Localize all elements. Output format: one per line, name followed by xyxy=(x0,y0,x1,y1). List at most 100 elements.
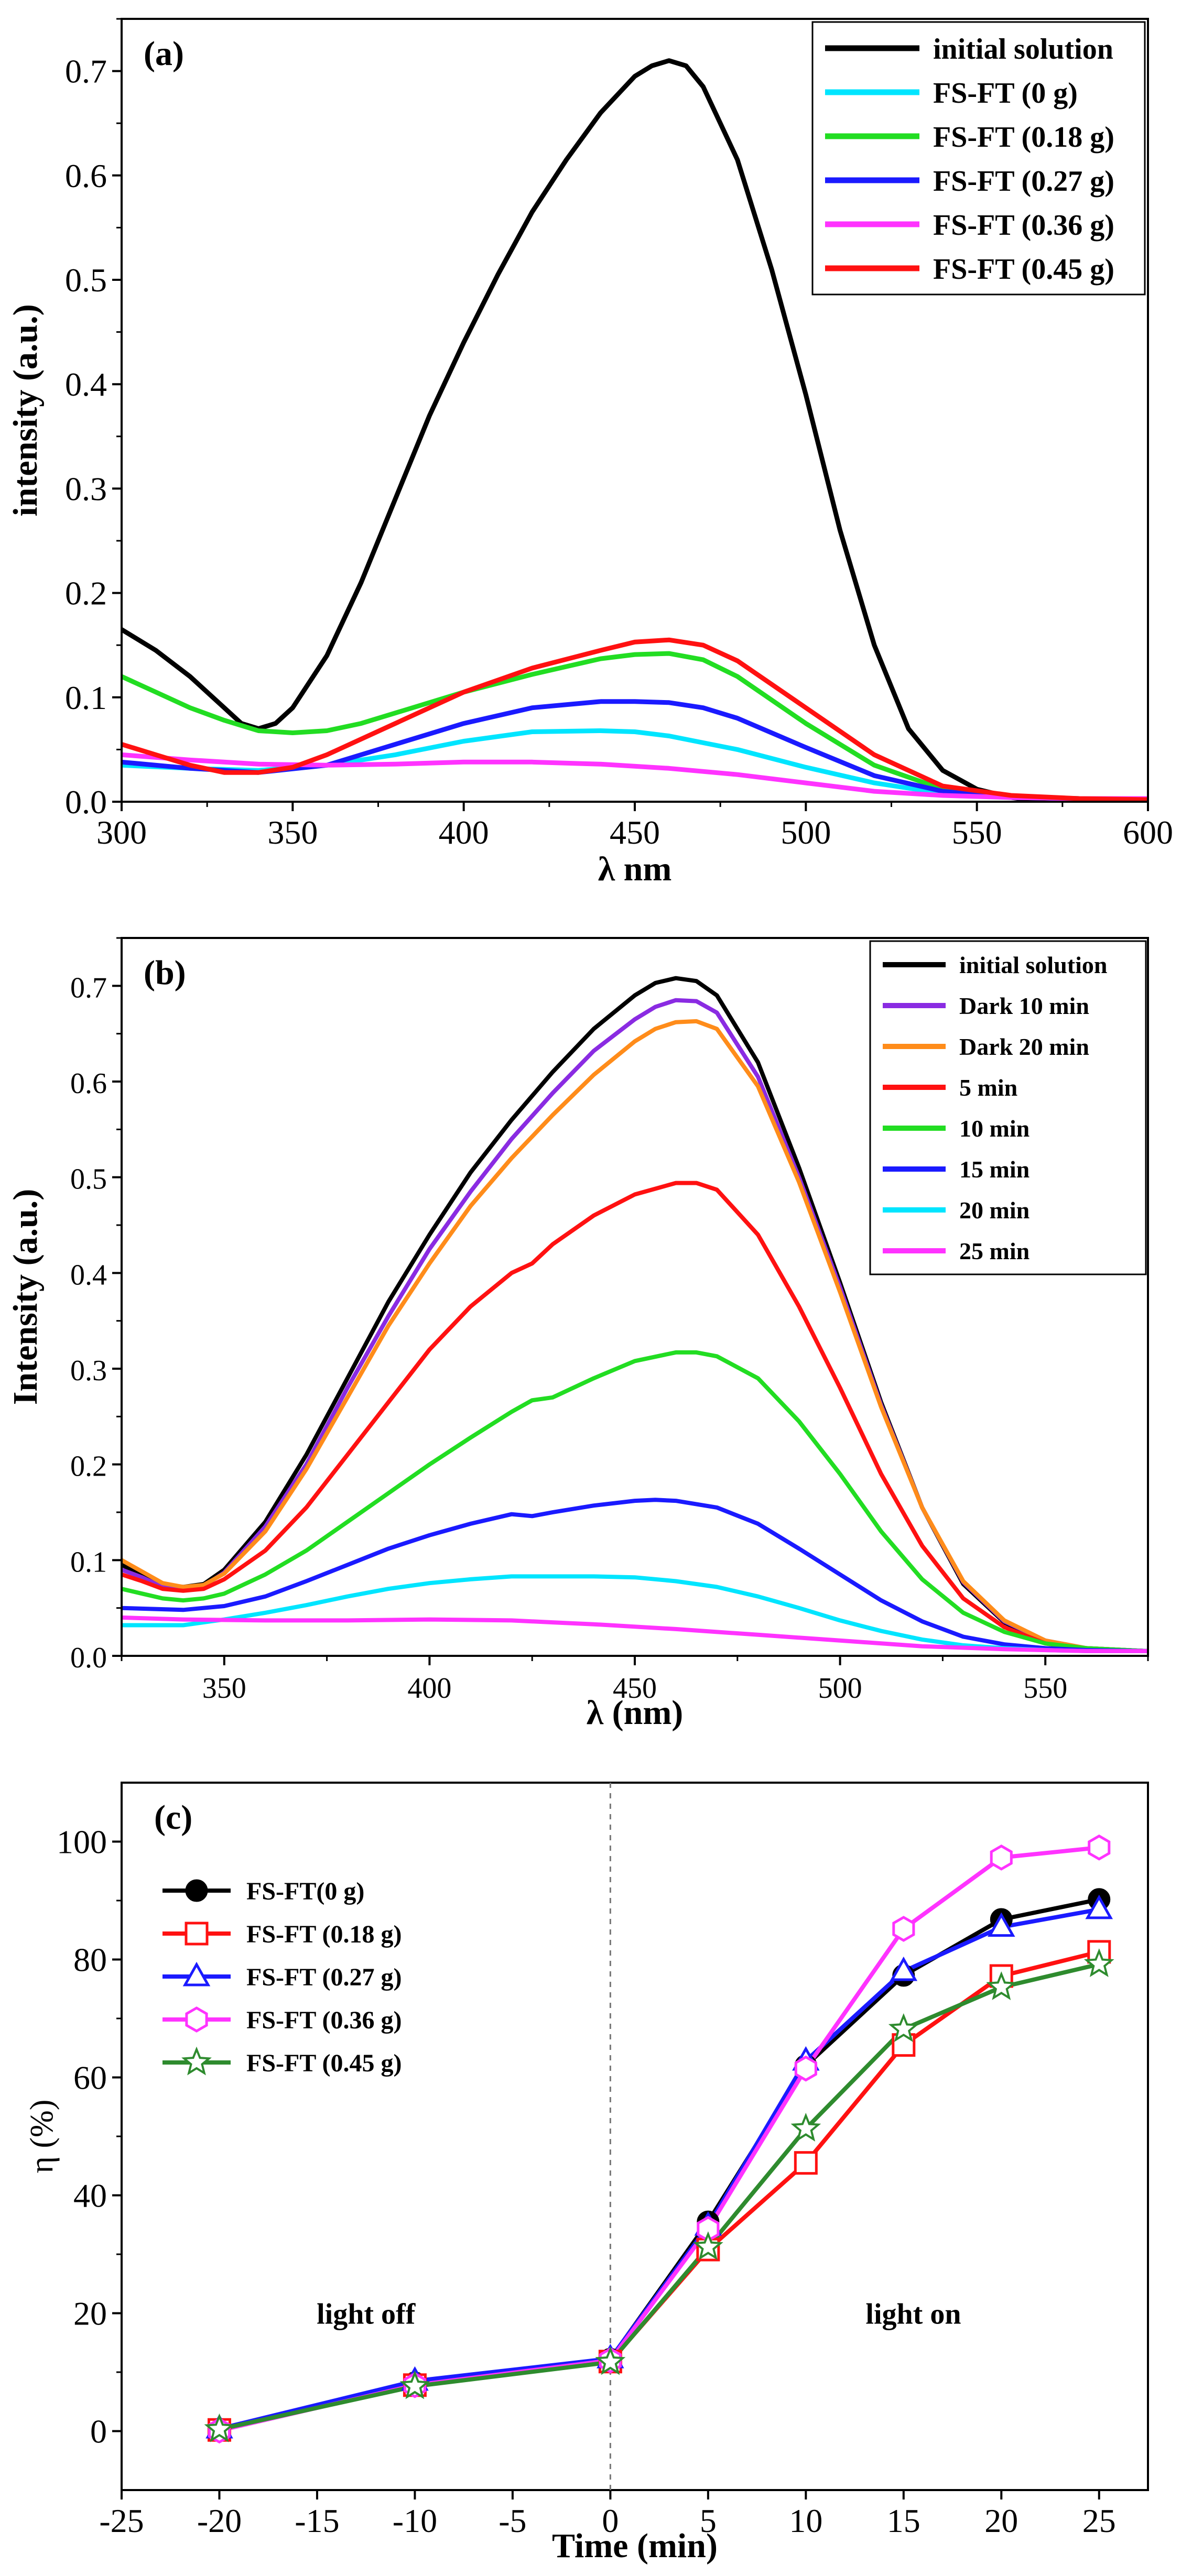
series-group xyxy=(122,58,1148,802)
data-point-s5-8 xyxy=(1083,1948,1114,1978)
y-tick-label: 40 xyxy=(73,2177,107,2214)
y-tick-label: 80 xyxy=(73,1941,107,1979)
y-tick-label: 0.0 xyxy=(70,1642,107,1674)
legend-marker-4 xyxy=(185,2006,208,2033)
legend-label-6: FS-FT (0.45 g) xyxy=(933,253,1114,286)
data-point-s5-3 xyxy=(595,2346,626,2375)
y-tick-label: 0.6 xyxy=(70,1067,107,1100)
y-tick-label: 100 xyxy=(57,1824,107,1861)
legend-label-3: FS-FT (0.18 g) xyxy=(933,121,1114,154)
legend-label-6: 15 min xyxy=(959,1156,1030,1183)
y-axis-title: Intensity (a.u.) xyxy=(6,1189,45,1405)
series-line-6 xyxy=(122,1498,1148,1653)
y-axis-title: intensity (a.u.) xyxy=(6,304,45,516)
legend-label-4: 5 min xyxy=(959,1074,1017,1101)
annotation-1: light off xyxy=(317,2298,416,2331)
data-point-s3-8 xyxy=(1085,1894,1113,1919)
legend-label-3: FS-FT (0.27 g) xyxy=(246,1963,402,1991)
y-tick-label: 0.7 xyxy=(65,53,107,90)
x-tick-label: 400 xyxy=(407,1672,451,1705)
series-line-5 xyxy=(219,1962,1100,2432)
series-line-7 xyxy=(122,1574,1148,1653)
data-point-s5-7 xyxy=(986,1971,1017,2000)
legend-box xyxy=(811,21,1146,296)
legend-label-3: Dark 20 min xyxy=(959,1033,1089,1060)
y-tick-label: 60 xyxy=(73,2059,107,2097)
y-tick-label: 0.4 xyxy=(70,1259,107,1291)
x-tick-label: 500 xyxy=(781,814,831,851)
legend-label-5: FS-FT (0.45 g) xyxy=(246,2049,402,2077)
data-point-s4-7 xyxy=(990,1844,1013,1871)
data-point-s3-6 xyxy=(890,1956,918,1981)
x-tick-label: -25 xyxy=(99,2502,144,2539)
legend-label-5: 10 min xyxy=(959,1115,1030,1142)
data-point-s2-5 xyxy=(794,2151,818,2175)
x-tick-label: -20 xyxy=(197,2502,242,2539)
legend: FS-FT(0 g) FS-FT (0.18 g) FS-FT (0.27 g) FS… xyxy=(162,1878,402,2077)
x-tick-label: 450 xyxy=(613,1672,657,1705)
x-tick-label: 25 xyxy=(1082,2502,1116,2539)
legend-label-1: initial solution xyxy=(933,33,1113,66)
data-point-s4-5 xyxy=(794,2055,817,2082)
legend-label-1: initial solution xyxy=(959,952,1107,978)
x-axis-title: λ (nm) xyxy=(587,1694,684,1732)
x-tick-label: 10 xyxy=(789,2502,822,2539)
x-tick-label: 300 xyxy=(96,814,147,851)
legend: initial solution Dark 10 min Dark 20 min 5 … xyxy=(869,940,1147,1275)
data-point-s3-7 xyxy=(988,1912,1015,1937)
panel-b-spectra-vs-time: 350 400 450 500 550 0.0 0.1 0.2 0.3 0.4 0.5 0.6 0.7 λ… xyxy=(6,937,1149,1732)
x-tick-label: 550 xyxy=(1023,1672,1067,1705)
legend-label-2: Dark 10 min xyxy=(959,992,1089,1019)
panel-c-degradation-efficiency: -25 -20 -15 -10 -5 0 5 10 15 20 25 0 20 40 60 80 100 Time… xyxy=(24,1782,1149,2565)
legend-label-5: FS-FT (0.36 g) xyxy=(933,209,1114,242)
y-tick-label: 0.0 xyxy=(65,783,107,821)
data-point-s5-4 xyxy=(693,2231,723,2261)
x-tick-label: 350 xyxy=(202,1672,246,1705)
series-group xyxy=(204,1834,1114,2444)
series-line-3 xyxy=(122,651,1148,802)
legend-marker-2 xyxy=(185,1922,209,1946)
x-axis-title: Time (min) xyxy=(552,2527,718,2565)
series-line-6 xyxy=(122,637,1148,802)
series-line-4 xyxy=(122,1181,1148,1653)
y-tick-label: 0.1 xyxy=(70,1546,107,1578)
y-tick-label: 0.5 xyxy=(70,1163,107,1196)
y-tick-label: 0.5 xyxy=(65,261,107,299)
x-tick-label: 350 xyxy=(267,814,318,851)
legend-label-4: FS-FT (0.27 g) xyxy=(933,165,1114,198)
data-point-s5-1 xyxy=(204,2413,235,2442)
series-line-8 xyxy=(122,1615,1148,1653)
data-point-s5-2 xyxy=(399,2370,430,2399)
legend-marker-5 xyxy=(181,2046,212,2076)
y-tick-label: 0.7 xyxy=(70,972,107,1004)
x-tick-label: 600 xyxy=(1123,814,1173,851)
legend-label-2: FS-FT (0.18 g) xyxy=(246,1920,402,1948)
data-point-s5-5 xyxy=(790,2113,821,2142)
x-tick-label: -15 xyxy=(295,2502,339,2539)
panel-label: (b) xyxy=(144,954,186,992)
panel-label: (c) xyxy=(154,1798,192,1837)
y-tick-label: 0 xyxy=(90,2413,107,2450)
x-tick-label: -10 xyxy=(393,2502,437,2539)
data-point-s5-6 xyxy=(888,2013,919,2042)
series-line-3 xyxy=(122,1019,1148,1653)
y-tick-label: 0.6 xyxy=(65,157,107,194)
legend-label-1: FS-FT(0 g) xyxy=(246,1878,364,1905)
y-tick-label: 0.2 xyxy=(70,1450,107,1483)
series-line-1 xyxy=(122,58,1148,802)
panel-label: (a) xyxy=(144,35,184,73)
x-tick-label: 450 xyxy=(610,814,660,851)
legend-label-8: 25 min xyxy=(959,1238,1030,1264)
x-tick-label: 5 xyxy=(700,2502,717,2539)
legend-label-4: FS-FT (0.36 g) xyxy=(246,2006,402,2034)
series-group xyxy=(122,976,1148,1653)
panel-a-spectra-vs-dosage: 300 350 400 450 500 550 600 0.0 0.1 0.2 0.3 0.4 0.5 0… xyxy=(6,18,1173,888)
y-tick-label: 20 xyxy=(73,2295,107,2332)
x-tick-label: 500 xyxy=(818,1672,862,1705)
x-tick-label: -5 xyxy=(499,2502,526,2539)
legend-label-7: 20 min xyxy=(959,1197,1030,1224)
x-tick-label: 0 xyxy=(602,2502,619,2539)
series-line-3 xyxy=(219,1907,1100,2431)
y-tick-label: 0.3 xyxy=(70,1355,107,1387)
